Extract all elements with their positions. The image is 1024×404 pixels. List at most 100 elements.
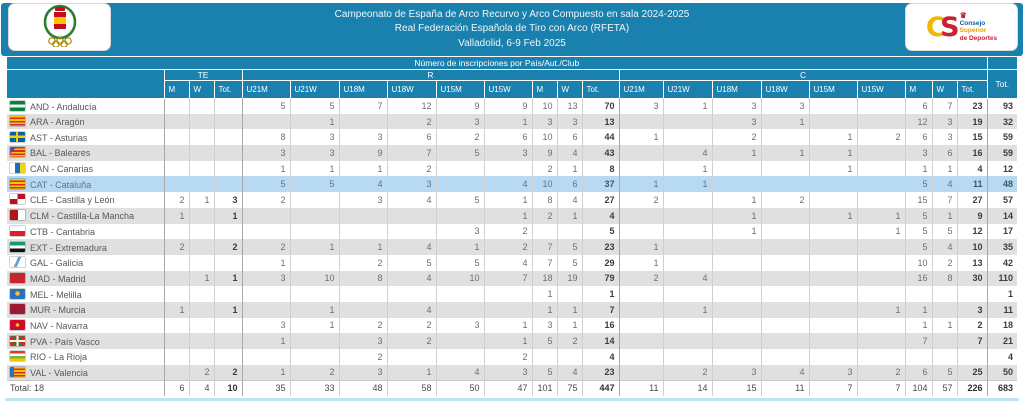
value-cell — [164, 317, 190, 334]
table-row-mel[interactable]: MEL - Melilla 1 1 1 — [7, 286, 1017, 302]
value-cell: 3 — [436, 223, 485, 240]
value-cell: 19 — [557, 270, 583, 287]
value-cell: 4 — [557, 364, 583, 381]
value-cell — [712, 254, 762, 271]
value-cell — [809, 333, 858, 349]
value-cell: 12 — [1003, 163, 1014, 174]
group-header-te: TE — [164, 69, 243, 81]
value-cell — [809, 301, 858, 318]
value-cell — [619, 286, 664, 302]
value-cell: 8 — [582, 160, 620, 177]
table-row-mad[interactable]: MAD - Madrid 1 1 3 10 8 4 10 7 18 19 79 2 4 16 8 30 110 — [7, 270, 1018, 287]
value-cell: 10 — [532, 129, 558, 146]
value-cell: 5 — [242, 98, 291, 114]
value-cell: 57 — [1003, 194, 1014, 205]
value-cell: 1 — [242, 160, 291, 177]
value-cell — [387, 207, 437, 224]
value-cell — [189, 207, 215, 224]
value-cell — [436, 176, 485, 193]
value-cell — [164, 270, 190, 287]
table-row-clm[interactable]: CLM - Castilla-La Mancha 1 1 1 2 1 4 1 1 1 5 1 9 14 — [7, 207, 1018, 224]
row-label: MEL - Melilla — [30, 289, 82, 300]
value-cell — [809, 98, 858, 114]
value-cell — [214, 145, 243, 161]
value-cell — [809, 286, 858, 302]
col-header-m: M — [905, 80, 933, 98]
value-cell: 10 — [532, 176, 558, 193]
value-cell: 1 — [619, 176, 664, 193]
value-cell — [761, 129, 810, 146]
value-cell: 79 — [582, 270, 620, 287]
value-cell: 9 — [532, 145, 558, 161]
table-row-bal[interactable]: BAL - Baleares 3 3 9 7 5 3 9 4 43 4 1 1 1 3 6 16 59 — [7, 145, 1018, 161]
value-cell: 4 — [387, 301, 437, 318]
value-cell — [761, 333, 810, 349]
value-cell — [189, 286, 215, 302]
table-body: AND - Andalucía 5 5 7 12 9 9 10 13 70 3 1 3 3 6 7 23 93 AR… — [7, 98, 1018, 397]
table-row-ctb[interactable]: CTB - Cantabria 3 2 5 1 1 5 5 12 17 — [7, 223, 1017, 240]
table-row-nav[interactable]: NAV - Navarra 3 1 2 2 3 1 3 1 16 1 1 2 18 — [7, 317, 1017, 334]
value-cell: 2 — [663, 364, 713, 381]
event-title: Campeonato de España de Arco Recurvo y A… — [334, 8, 690, 20]
value-cell — [189, 129, 215, 146]
value-cell: 4 — [557, 145, 583, 161]
table-row-pva[interactable]: PVA - País Vasco 1 3 2 1 5 2 14 7 7 21 — [7, 333, 1018, 349]
name-cell: MAD - Madrid — [7, 270, 165, 287]
value-cell — [164, 364, 190, 381]
table-row-gal[interactable]: GAL - Galicia 1 2 5 5 4 7 5 29 1 10 2 13 42 — [7, 254, 1017, 271]
value-cell: 1 — [619, 239, 664, 255]
value-cell — [189, 317, 215, 334]
value-cell — [663, 223, 713, 240]
value-cell: 33 — [290, 379, 340, 397]
table-title-corner — [986, 57, 1018, 70]
value-cell: 16 — [582, 317, 620, 334]
value-cell: 1 — [932, 317, 958, 334]
value-cell: 1 — [339, 160, 388, 177]
value-cell: 2 — [857, 364, 906, 381]
value-cell: 13 — [957, 254, 988, 271]
value-cell — [484, 160, 533, 177]
table-row-and[interactable]: AND - Andalucía 5 5 7 12 9 9 10 13 70 3 1 3 3 6 7 23 93 — [7, 98, 1017, 114]
rfeta-logo — [8, 3, 111, 51]
value-cell — [189, 301, 215, 318]
value-cell: 21 — [987, 333, 1018, 349]
value-cell: 2 — [339, 349, 388, 365]
value-cell — [905, 349, 933, 365]
table-row-cat[interactable]: CAT - Cataluña 5 5 4 3 4 10 6 37 1 1 5 4 11 48 — [7, 176, 1018, 193]
value-cell — [214, 98, 243, 114]
row-label: MUR - Murcia — [30, 305, 86, 316]
value-cell — [164, 129, 190, 146]
table-row-ext[interactable]: EXT - Extremadura 2 2 2 1 1 4 1 2 7 5 23 1 5 4 10 35 — [7, 239, 1018, 255]
name-cell: AST - Asturias — [7, 129, 165, 146]
table-row-ara[interactable]: ARA - Aragón 1 2 3 1 3 3 13 3 1 12 3 19 32 — [7, 113, 1018, 130]
name-cell: CAT - Cataluña — [7, 176, 165, 193]
table-row-rio[interactable]: RIO - La Rioja 2 2 4 4 — [7, 349, 1017, 365]
value-cell: 2 — [532, 160, 558, 177]
col-header-w: W — [557, 80, 583, 98]
csd-logo-icon: CS — [925, 11, 960, 43]
table-row-can[interactable]: CAN - Canarias 1 1 1 2 2 1 8 1 1 1 1 4 12 — [7, 160, 1017, 177]
value-cell: 9 — [339, 145, 388, 161]
value-cell — [189, 239, 215, 255]
table-total-row: Total: 18 6 4 10 35 33 48 58 50 47 101 75 447 11 14 15 1… — [7, 379, 1018, 397]
value-cell: 3 — [905, 145, 933, 161]
table-row-mur[interactable]: MUR - Murcia 1 1 1 4 1 1 7 1 1 1 3 11 — [7, 301, 1018, 318]
value-cell: 11 — [987, 301, 1018, 318]
value-cell: 2 — [387, 317, 437, 334]
table-row-val[interactable]: VAL - Valencia 2 2 1 2 3 1 4 3 5 4 23 2 3 4 3 2 6 5 25 50 — [7, 364, 1018, 381]
crown-icon: ♛ — [959, 10, 967, 20]
value-cell: 1 — [436, 239, 485, 255]
table-row-ast[interactable]: AST - Asturias 8 3 3 6 2 6 10 6 44 1 2 1 2 6 3 15 59 — [7, 129, 1017, 146]
value-cell: 1 — [932, 160, 958, 177]
value-cell: 17 — [1003, 226, 1014, 237]
value-cell — [532, 349, 558, 365]
value-cell: 25 — [957, 364, 988, 381]
value-cell: 13 — [557, 98, 583, 114]
value-cell: 35 — [987, 239, 1018, 255]
name-cell: CLE - Castilla y León — [7, 192, 165, 208]
row-label: CLM - Castilla-La Mancha — [30, 211, 135, 222]
value-cell — [809, 192, 858, 208]
table-row-cle[interactable]: CLE - Castilla y León 2 1 3 2 3 4 5 1 8 4 27 2 1 2 15 7 2… — [7, 192, 1017, 208]
value-cell: 10 — [905, 254, 933, 271]
value-cell: 11 — [761, 379, 810, 397]
